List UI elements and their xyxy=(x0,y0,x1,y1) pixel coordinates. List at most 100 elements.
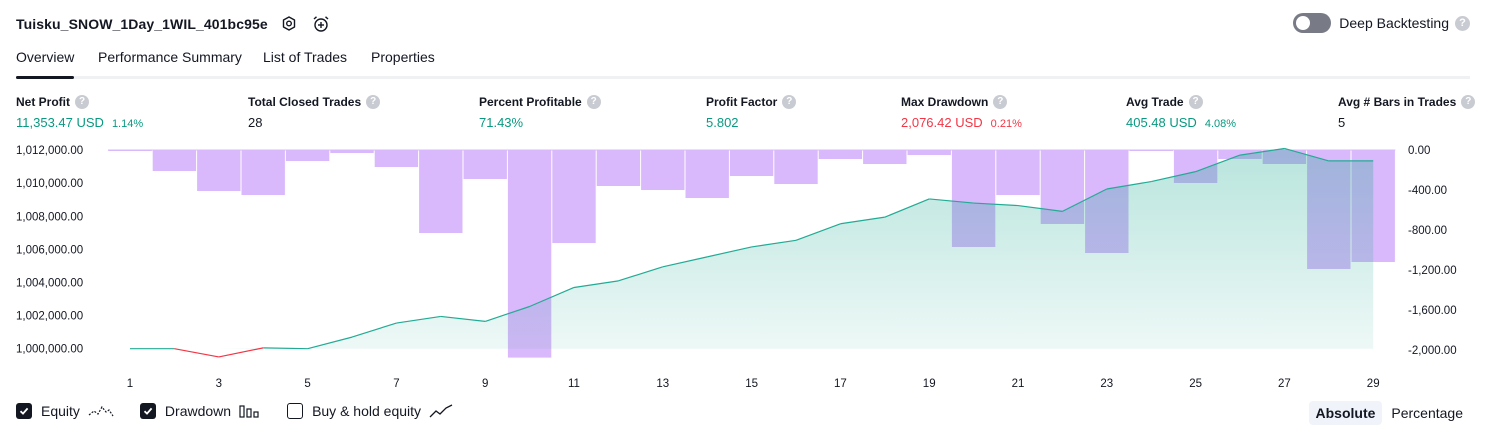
x-axis-tick-label: 21 xyxy=(1012,378,1025,390)
drawdown-bar xyxy=(641,150,685,190)
equity-line-segment xyxy=(840,216,885,225)
scale-mode-selector: Absolute Percentage xyxy=(1307,401,1471,425)
legend-drawdown[interactable]: Drawdown xyxy=(139,403,261,419)
tab-properties[interactable]: Properties xyxy=(371,49,435,65)
strategy-header: Tuisku_SNOW_1Day_1WIL_401bc95e xyxy=(16,12,332,36)
trend-line-icon xyxy=(429,403,453,419)
left-axis-tick-label: 1,010,000.00 xyxy=(16,178,83,190)
tab-bar: Overview Performance Summary List of Tra… xyxy=(16,44,1470,79)
equity-line-segment xyxy=(929,198,974,204)
left-axis-tick-label: 1,004,000.00 xyxy=(16,278,83,290)
equity-line-segment xyxy=(529,286,575,308)
metric-percent: 4.08% xyxy=(1204,118,1237,130)
left-axis-tick-label: 1,000,000.00 xyxy=(16,344,83,356)
equity-fill xyxy=(130,148,1374,349)
left-axis: 1,000,000.00 1,002,000.00 1,004,000.00 1,00… xyxy=(16,145,83,356)
tab-performance-summary[interactable]: Performance Summary xyxy=(98,49,242,65)
drawdown-bar xyxy=(685,150,729,198)
legend-buy-hold[interactable]: Buy & hold equity xyxy=(287,403,453,419)
chart-legend: Equity Drawdown Buy & hold equity xyxy=(16,403,479,419)
metric-total-closed-trades: Total Closed Trades? 28 xyxy=(248,94,381,130)
drawdown-bar xyxy=(863,150,907,164)
equity-line-segment xyxy=(795,223,841,241)
equity-line-segment xyxy=(440,315,486,322)
alarm-clock-plus-icon xyxy=(313,16,329,32)
help-icon[interactable]: ? xyxy=(1461,94,1476,109)
equity-line-icon xyxy=(88,403,114,419)
x-axis-tick-label: 7 xyxy=(393,378,399,390)
equity-line-segment xyxy=(307,336,353,350)
equity-line-segment xyxy=(351,322,397,338)
drawdown-bar xyxy=(330,150,374,153)
drawdown-bar xyxy=(907,150,951,155)
help-icon[interactable]: ? xyxy=(366,94,381,109)
drawdown-bar xyxy=(285,150,330,161)
equity-drawdown-chart: 1,000,000.00 1,002,000.00 1,004,000.00 1,00… xyxy=(16,145,1457,390)
help-icon[interactable]: ? xyxy=(782,94,797,109)
drawdown-checkbox[interactable] xyxy=(139,403,156,419)
metric-value: 11,353.47 USD xyxy=(16,115,104,130)
mode-absolute-button[interactable]: Absolute xyxy=(1308,401,1383,425)
x-axis-tick-label: 5 xyxy=(304,378,310,390)
drawdown-bar xyxy=(729,150,774,176)
x-axis-tick-label: 3 xyxy=(216,378,222,390)
legend-drawdown-label: Drawdown xyxy=(164,403,232,419)
drawdown-bar xyxy=(996,150,1040,195)
equity-line-segment xyxy=(573,280,619,289)
equity-line-segment xyxy=(751,239,797,248)
x-axis-tick-label: 23 xyxy=(1100,378,1113,390)
x-axis-tick-label: 9 xyxy=(482,378,488,390)
tab-overview[interactable]: Overview xyxy=(16,49,75,65)
x-axis-tick-label: 19 xyxy=(923,378,936,390)
metric-value: 5 xyxy=(1338,115,1346,130)
equity-checkbox[interactable] xyxy=(16,403,32,419)
settings-button[interactable] xyxy=(278,13,300,35)
equity-line-segment xyxy=(973,202,1019,207)
x-axis-tick-label: 27 xyxy=(1278,378,1291,390)
buy-hold-checkbox[interactable] xyxy=(287,403,304,419)
toggle-knob xyxy=(1296,16,1311,30)
help-icon[interactable]: ? xyxy=(75,94,89,109)
tab-list-of-trades[interactable]: List of Trades xyxy=(263,49,348,65)
metric-value: 5.802 xyxy=(706,115,739,130)
equity-line-segment xyxy=(1106,180,1152,190)
mode-percentage-button[interactable]: Percentage xyxy=(1391,405,1463,421)
equity-line-segment xyxy=(884,198,930,218)
drawdown-bar xyxy=(818,150,863,159)
metric-profit-factor: Profit Factor? 5.802 xyxy=(706,94,797,130)
metric-value: 71.43% xyxy=(479,115,524,130)
equity-line-segment xyxy=(618,266,663,282)
deep-backtesting-toggle[interactable] xyxy=(1293,13,1332,33)
equity-area xyxy=(130,148,1374,349)
metric-max-drawdown: Max Drawdown? 2,076.42 USD 0.21% xyxy=(901,94,1022,130)
right-axis-tick-label: -2,000.00 xyxy=(1408,345,1457,357)
gear-icon xyxy=(282,16,295,31)
help-icon[interactable]: ? xyxy=(993,94,1008,109)
active-tab-indicator xyxy=(16,76,74,79)
equity-line-segment xyxy=(218,347,264,358)
help-icon[interactable]: ? xyxy=(1188,94,1203,109)
legend-buy-hold-label: Buy & hold equity xyxy=(312,403,422,419)
metric-value: 28 xyxy=(248,115,263,130)
drawdown-bar xyxy=(374,150,419,167)
metric-label: Net Profit xyxy=(16,94,70,109)
help-icon[interactable]: ? xyxy=(586,94,601,109)
equity-line-segment xyxy=(662,256,708,268)
deep-backtesting-label: Deep Backtesting xyxy=(1339,15,1449,31)
metric-percent: 0.21% xyxy=(990,118,1022,130)
checkmark-icon xyxy=(143,407,153,415)
equity-line-segment xyxy=(1151,171,1196,183)
help-icon[interactable]: ? xyxy=(1455,15,1470,31)
metric-avg-trade: Avg Trade? 405.48 USD 4.08% xyxy=(1126,94,1236,130)
equity-line-segment xyxy=(1017,204,1063,212)
equity-line-segment xyxy=(1239,147,1285,156)
add-alert-button[interactable] xyxy=(310,13,332,35)
drawdown-bar xyxy=(419,150,463,233)
x-axis-tick-label: 15 xyxy=(745,378,758,390)
equity-line-segment xyxy=(1284,147,1329,162)
right-axis-tick-label: 0.00 xyxy=(1408,145,1430,157)
metric-label: Max Drawdown xyxy=(901,94,989,109)
left-axis-tick-label: 1,008,000.00 xyxy=(16,211,83,223)
metric-percent-profitable: Percent Profitable? 71.43% xyxy=(479,94,601,130)
legend-equity[interactable]: Equity xyxy=(16,403,114,419)
